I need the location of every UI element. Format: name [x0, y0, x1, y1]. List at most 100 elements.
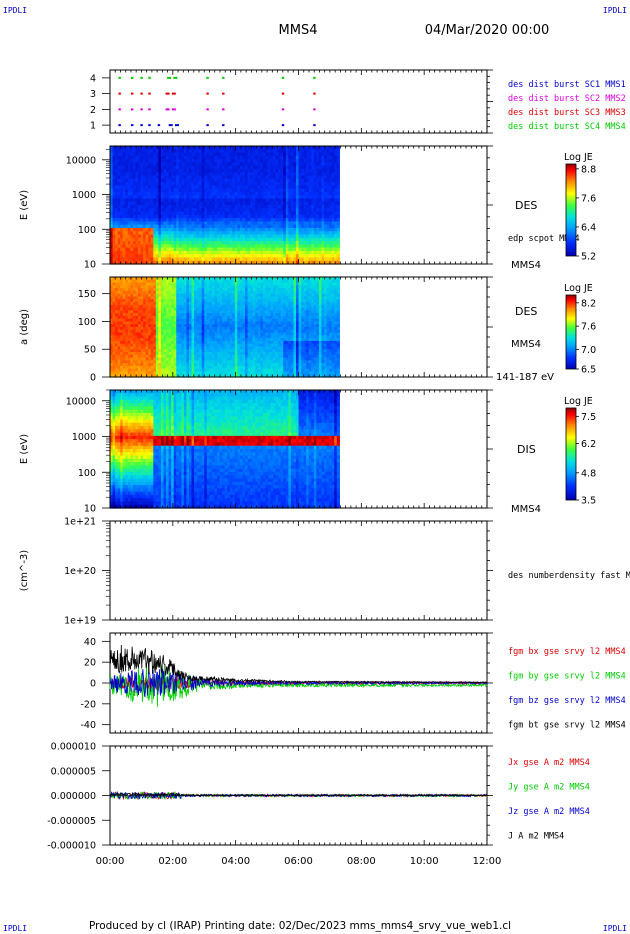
- des-energy-cell: [201, 146, 205, 150]
- des-energy-cell: [288, 198, 292, 203]
- des-energy-cell: [262, 214, 267, 219]
- des-pitch-cell: [132, 371, 137, 375]
- des-pitch-cell: [191, 335, 195, 339]
- des-energy-cell: [219, 224, 223, 229]
- des-energy-cell: [311, 195, 315, 200]
- des-energy-cell: [204, 162, 208, 167]
- des-pitch-cell: [140, 288, 144, 292]
- des-energy-cell: [211, 260, 216, 265]
- des-pitch-cell: [110, 307, 114, 311]
- des-energy-cell: [158, 231, 162, 236]
- des-energy-cell: [301, 208, 305, 213]
- des-energy-cell: [306, 221, 310, 226]
- des-energy-cell: [278, 168, 282, 173]
- des-energy-cell: [201, 165, 205, 170]
- des-energy-cell: [262, 159, 267, 163]
- des-energy-cell: [278, 218, 282, 222]
- des-pitch-cell: [166, 313, 170, 317]
- des-energy-cell: [130, 224, 134, 229]
- des-energy-cell: [132, 168, 137, 173]
- des-pitch-cell: [191, 343, 195, 348]
- des-energy-cell: [153, 231, 157, 236]
- des-energy-cell: [211, 178, 216, 183]
- des-energy-cell: [125, 218, 129, 222]
- des-energy-cell: [120, 191, 124, 196]
- des-pitch-cell: [186, 365, 190, 370]
- des-energy-cell: [331, 260, 335, 265]
- des-energy-cell: [173, 227, 177, 232]
- des-pitch-cell: [143, 277, 147, 281]
- des-energy-cell: [227, 241, 231, 245]
- des-energy-cell: [273, 257, 277, 262]
- des-energy-cell: [188, 172, 193, 177]
- des-energy-cell: [183, 257, 188, 262]
- des-energy-cell: [110, 201, 114, 206]
- des-energy-cell: [234, 162, 239, 167]
- des-energy-cell: [280, 241, 284, 245]
- des-energy-cell: [135, 198, 139, 203]
- des-energy-cell: [293, 234, 297, 239]
- des-energy-cell: [132, 149, 137, 154]
- des-pitch-cell: [115, 290, 119, 295]
- des-pitch-cell: [194, 318, 198, 323]
- des-energy-cell: [331, 198, 335, 203]
- des-energy-cell: [217, 221, 221, 226]
- burst-flag-mark: [130, 124, 134, 127]
- des-pitch-cell: [173, 346, 177, 350]
- des-energy-cell: [250, 188, 254, 193]
- des-pitch-cell: [122, 307, 126, 311]
- des-pitch-cell: [115, 329, 119, 334]
- des-energy-cell: [283, 188, 287, 193]
- des-energy-cell: [334, 247, 338, 252]
- des-pitch-cell: [166, 318, 170, 323]
- des-energy-cell: [211, 214, 216, 219]
- des-energy-cell: [293, 227, 297, 232]
- des-pitch-cell: [158, 277, 162, 281]
- des-energy-cell: [222, 195, 226, 200]
- des-energy-cell: [288, 162, 292, 167]
- des-pitch-cell: [186, 374, 190, 378]
- des-energy-cell: [285, 201, 289, 206]
- des-energy-cell: [329, 237, 333, 242]
- des-pitch-cell: [143, 302, 147, 306]
- des-energy-cell: [242, 185, 246, 190]
- des-energy-cell: [140, 244, 144, 249]
- des-pitch-cell: [115, 299, 119, 303]
- des-pitch-cell: [160, 343, 165, 348]
- des-energy-cell: [252, 195, 256, 200]
- des-energy-cell: [153, 218, 157, 222]
- des-energy-cell: [120, 149, 124, 154]
- des-energy-cell: [199, 168, 203, 173]
- des-energy-cell: [288, 218, 292, 222]
- des-energy-cell: [257, 247, 261, 252]
- des-pitch-cell: [115, 321, 119, 325]
- des-energy-cell: [285, 195, 289, 200]
- des-energy-cell: [306, 234, 310, 239]
- des-energy-cell: [209, 191, 213, 196]
- des-energy-cell: [239, 165, 244, 170]
- des-energy-cell: [239, 198, 244, 203]
- des-energy-cell: [191, 162, 195, 167]
- des-pitch-cell: [148, 293, 152, 298]
- des-energy-cell: [206, 175, 210, 180]
- des-pitch-cell: [135, 371, 139, 375]
- burst-flag-mark: [167, 76, 172, 79]
- des-energy-cell: [229, 149, 233, 154]
- des-pitch-cell: [140, 349, 144, 353]
- des-pitch-cell: [145, 352, 149, 356]
- des-energy-cell: [234, 195, 239, 200]
- des-pitch-cell: [122, 365, 126, 370]
- des-pitch-cell: [181, 315, 185, 320]
- des-pitch-cell: [173, 282, 177, 286]
- des-energy-cell: [267, 162, 272, 167]
- des-energy-cell: [222, 185, 226, 190]
- des-energy-cell: [188, 162, 193, 167]
- des-energy-cell: [262, 254, 267, 259]
- des-energy-cell: [178, 205, 182, 209]
- des-pitch-cell: [145, 313, 149, 317]
- des-energy-cell: [186, 159, 190, 163]
- des-energy-cell: [186, 250, 190, 255]
- des-pitch-cell: [112, 332, 116, 336]
- des-energy-cell: [257, 182, 261, 186]
- des-energy-cell: [296, 260, 300, 265]
